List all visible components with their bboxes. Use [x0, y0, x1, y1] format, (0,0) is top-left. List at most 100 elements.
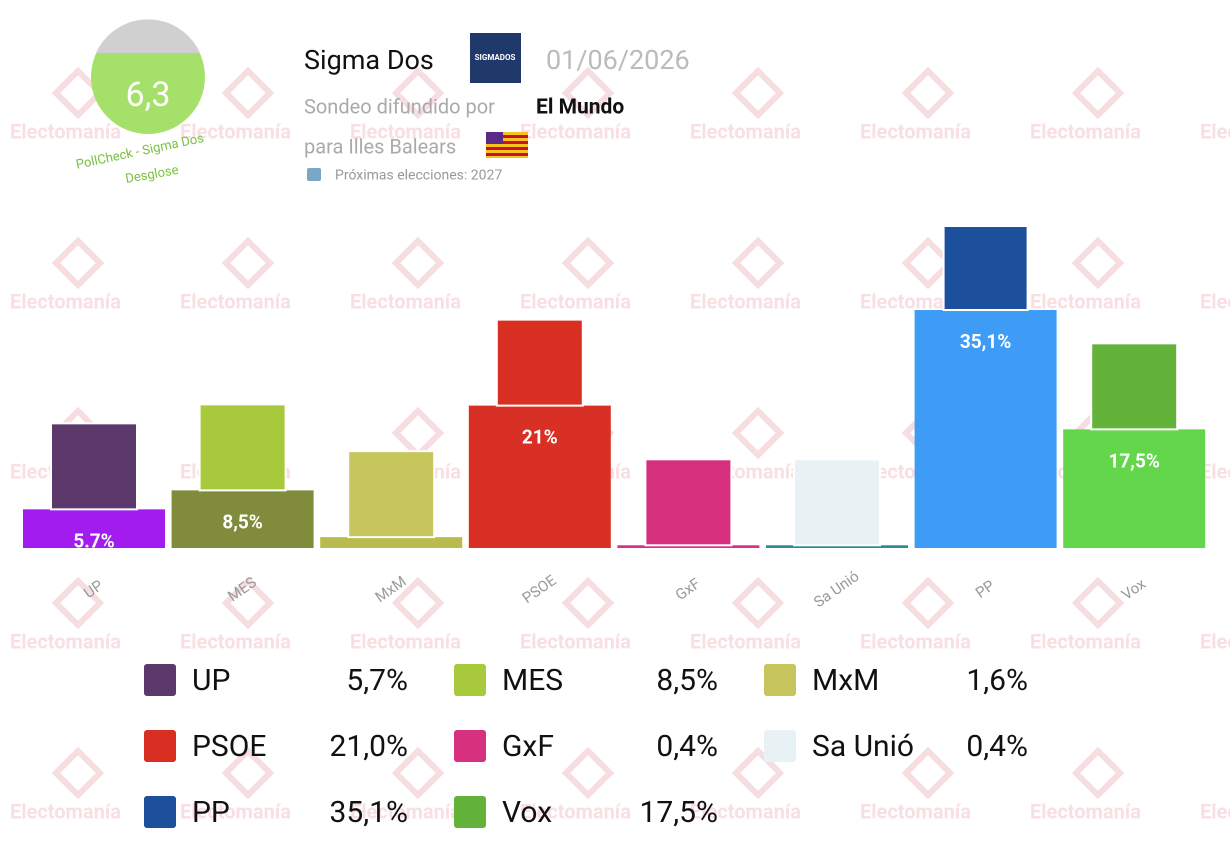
watermark-icon: [221, 66, 275, 120]
watermark: Electomanía: [180, 119, 291, 143]
watermark-icon: [391, 746, 445, 800]
publisher: El Mundo: [536, 96, 624, 120]
watermark-icon: [1071, 576, 1125, 630]
x-tick-label: Sa Unió: [810, 567, 862, 611]
date: 01/06/2026: [546, 44, 690, 76]
legend-name: Sa Unió: [812, 729, 914, 764]
x-tick-label: Vox: [1118, 574, 1149, 603]
watermark: Electomanía: [1200, 799, 1230, 823]
watermark-icon: [1071, 746, 1125, 800]
watermark: Electomanía: [520, 799, 631, 823]
pollster-logo-text: SIGMADOS: [475, 53, 516, 62]
watermark: Electomanía: [1030, 629, 1141, 653]
next-elections: Próximas elecciones: 2027: [335, 168, 502, 184]
legend-name: GxF: [502, 729, 554, 764]
party-logo: [942, 225, 1029, 312]
legend-name: MxM: [812, 663, 879, 698]
watermark: Electomanía: [1200, 289, 1230, 313]
watermark: Electomanía: [520, 629, 631, 653]
ballot-icon: [307, 168, 321, 181]
watermark: Electomanía: [350, 119, 461, 143]
watermark-icon: [221, 576, 275, 630]
party-logo: [495, 318, 584, 407]
score-badge-top: [96, 19, 200, 54]
legend-icon: [454, 796, 486, 828]
legend-value: 21,0%: [330, 729, 408, 764]
watermark-icon: [731, 576, 785, 630]
watermark-icon: [901, 66, 955, 120]
bar-value-label: 5.7%: [73, 529, 114, 552]
watermark-icon: [901, 576, 955, 630]
watermark-icon: [391, 406, 445, 460]
watermark: Electomanía: [1200, 629, 1230, 653]
legend-name: PP: [192, 795, 230, 830]
bar: [617, 545, 760, 548]
legend-value: 35,1%: [330, 795, 408, 830]
x-tick-label: GxF: [672, 574, 704, 604]
legend-name: Vox: [502, 795, 552, 830]
legend-icon: [454, 730, 486, 762]
watermark-icon: [731, 236, 785, 290]
watermark-icon: [561, 66, 615, 120]
bar-value-label: 17,5%: [1108, 449, 1159, 472]
legend-value: 0,4%: [966, 729, 1028, 764]
watermark-icon: [391, 66, 445, 120]
watermark-icon: [51, 576, 105, 630]
watermark: Electomanía: [1200, 119, 1230, 143]
watermark: Electomanía: [690, 289, 801, 313]
legend-value: 5,7%: [346, 663, 408, 698]
watermark-icon: [51, 746, 105, 800]
watermark-icon: [391, 236, 445, 290]
watermark: Electomanía: [860, 629, 971, 653]
watermark: Electomanía: [1030, 799, 1141, 823]
watermark: Electomanía: [10, 289, 121, 313]
watermark-icon: [221, 236, 275, 290]
legend-name: MES: [502, 663, 563, 698]
watermark: Electomanía: [690, 119, 801, 143]
bar: [171, 490, 314, 548]
party-logo: [793, 458, 881, 547]
legend-value: 17,5%: [640, 795, 718, 830]
watermark-icon: [391, 576, 445, 630]
legend-icon: [764, 664, 796, 696]
watermark: Electomanía: [520, 119, 631, 143]
watermark: Electomanía: [690, 799, 801, 823]
x-tick-label: UP: [80, 576, 106, 602]
party-logo: [198, 403, 287, 492]
bar: [766, 545, 908, 548]
watermark-icon: [731, 406, 785, 460]
bar-value-label: 21%: [522, 426, 558, 449]
legend-icon: [144, 664, 176, 696]
legend-value: 8,5%: [656, 663, 718, 698]
bar: [468, 405, 611, 548]
region: para Illes Balears: [304, 134, 456, 158]
legend-name: UP: [192, 663, 230, 698]
watermark: Electomanía: [10, 629, 121, 653]
watermark: Electomanía: [860, 799, 971, 823]
x-tick-label: MxM: [372, 572, 410, 606]
bar: [1063, 429, 1206, 548]
region-flag: [486, 132, 528, 158]
party-logo: [1090, 342, 1179, 431]
legend-icon: [764, 730, 796, 762]
published-by-label: Sondeo difundido por: [304, 94, 495, 118]
watermark: Electomanía: [180, 289, 291, 313]
watermark-icon: [561, 746, 615, 800]
watermark-icon: [561, 576, 615, 630]
party-logo: [644, 458, 733, 547]
watermark: Electomanía: [180, 629, 291, 653]
score: 6,3: [126, 75, 171, 115]
watermark: Electomanía: [860, 119, 971, 143]
watermark: Electomanía: [520, 289, 631, 313]
legend-value: 1,6%: [966, 663, 1028, 698]
watermark: Electomanía: [350, 629, 461, 653]
watermark-icon: [731, 66, 785, 120]
bar-value-label: 8,5%: [222, 510, 263, 533]
breakdown-link[interactable]: Desglose: [124, 163, 180, 187]
watermark-icon: [901, 746, 955, 800]
party-logo: [50, 422, 138, 511]
watermark-icon: [1071, 236, 1125, 290]
watermark: Electomanía: [180, 799, 291, 823]
watermark: Electomanía: [350, 289, 461, 313]
legend-icon: [144, 796, 176, 828]
